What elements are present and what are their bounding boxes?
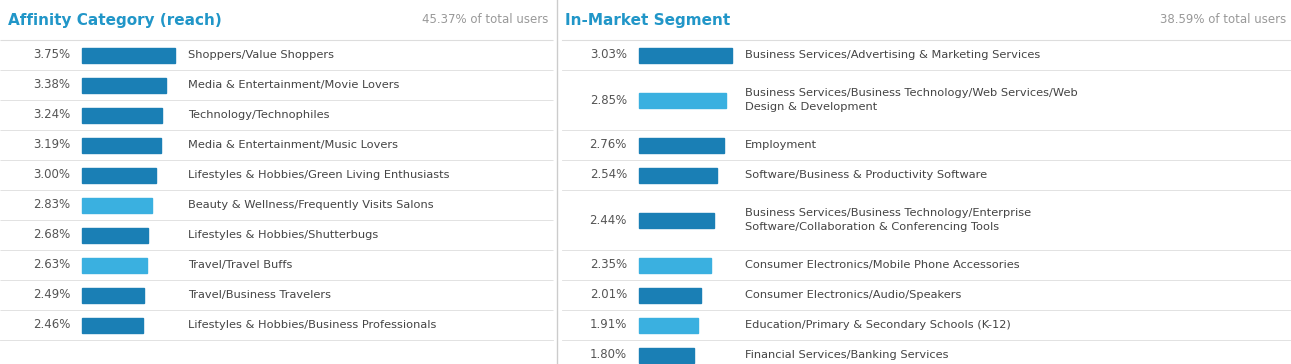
Bar bbox=[639, 257, 711, 273]
Text: Lifestyles & Hobbies/Shutterbugs: Lifestyles & Hobbies/Shutterbugs bbox=[188, 230, 378, 240]
Bar bbox=[83, 198, 152, 213]
Text: Software/Business & Productivity Software: Software/Business & Productivity Softwar… bbox=[745, 170, 988, 180]
Bar bbox=[639, 47, 732, 63]
Text: 1.91%: 1.91% bbox=[590, 318, 627, 332]
Text: 2.68%: 2.68% bbox=[32, 229, 70, 241]
Text: 2.46%: 2.46% bbox=[32, 318, 70, 332]
Text: 2.44%: 2.44% bbox=[590, 214, 627, 226]
Text: 2.54%: 2.54% bbox=[590, 169, 627, 182]
Text: 3.00%: 3.00% bbox=[34, 169, 70, 182]
Bar bbox=[639, 138, 724, 153]
Text: 2.85%: 2.85% bbox=[590, 94, 627, 107]
Bar bbox=[83, 47, 176, 63]
Text: 2.63%: 2.63% bbox=[32, 258, 70, 272]
Text: 2.76%: 2.76% bbox=[590, 138, 627, 151]
Text: 3.75%: 3.75% bbox=[32, 48, 70, 62]
Text: Travel/Business Travelers: Travel/Business Travelers bbox=[188, 290, 330, 300]
Text: Financial Services/Banking Services: Financial Services/Banking Services bbox=[745, 350, 949, 360]
Text: 2.49%: 2.49% bbox=[32, 289, 70, 301]
Text: 3.24%: 3.24% bbox=[32, 108, 70, 122]
Text: In-Market Segment: In-Market Segment bbox=[565, 13, 731, 28]
Text: 45.37% of total users: 45.37% of total users bbox=[422, 13, 547, 26]
Text: Consumer Electronics/Mobile Phone Accessories: Consumer Electronics/Mobile Phone Access… bbox=[745, 260, 1020, 270]
Bar bbox=[83, 257, 147, 273]
Bar bbox=[83, 317, 143, 332]
Text: Affinity Category (reach): Affinity Category (reach) bbox=[8, 13, 222, 28]
Bar bbox=[83, 107, 163, 123]
Bar bbox=[639, 348, 695, 363]
Bar bbox=[83, 167, 156, 182]
Text: Consumer Electronics/Audio/Speakers: Consumer Electronics/Audio/Speakers bbox=[745, 290, 962, 300]
Text: Travel/Travel Buffs: Travel/Travel Buffs bbox=[188, 260, 292, 270]
Text: 38.59% of total users: 38.59% of total users bbox=[1159, 13, 1286, 26]
Bar bbox=[83, 288, 143, 302]
Text: 2.35%: 2.35% bbox=[590, 258, 627, 272]
Bar bbox=[639, 213, 714, 228]
Text: 3.38%: 3.38% bbox=[34, 79, 70, 91]
Text: Beauty & Wellness/Frequently Visits Salons: Beauty & Wellness/Frequently Visits Salo… bbox=[188, 200, 434, 210]
Bar bbox=[83, 78, 165, 92]
Text: Business Services/Business Technology/Web Services/Web
Design & Development: Business Services/Business Technology/We… bbox=[745, 88, 1078, 112]
Text: Shoppers/Value Shoppers: Shoppers/Value Shoppers bbox=[188, 50, 334, 60]
Text: Business Services/Advertising & Marketing Services: Business Services/Advertising & Marketin… bbox=[745, 50, 1041, 60]
Text: Education/Primary & Secondary Schools (K-12): Education/Primary & Secondary Schools (K… bbox=[745, 320, 1011, 330]
Text: Technology/Technophiles: Technology/Technophiles bbox=[188, 110, 329, 120]
Bar bbox=[639, 92, 727, 107]
Text: 2.01%: 2.01% bbox=[590, 289, 627, 301]
Text: Lifestyles & Hobbies/Business Professionals: Lifestyles & Hobbies/Business Profession… bbox=[188, 320, 436, 330]
Text: 2.83%: 2.83% bbox=[32, 198, 70, 211]
Text: Employment: Employment bbox=[745, 140, 817, 150]
Bar bbox=[639, 167, 717, 182]
Text: 1.80%: 1.80% bbox=[590, 348, 627, 361]
Bar bbox=[639, 288, 701, 302]
Text: 3.19%: 3.19% bbox=[32, 138, 70, 151]
Bar bbox=[83, 228, 148, 242]
Text: Business Services/Business Technology/Enterprise
Software/Collaboration & Confer: Business Services/Business Technology/En… bbox=[745, 209, 1032, 232]
Bar bbox=[639, 317, 697, 332]
Text: Media & Entertainment/Movie Lovers: Media & Entertainment/Movie Lovers bbox=[188, 80, 399, 90]
Bar bbox=[83, 138, 161, 153]
Text: Media & Entertainment/Music Lovers: Media & Entertainment/Music Lovers bbox=[188, 140, 398, 150]
Text: 3.03%: 3.03% bbox=[590, 48, 627, 62]
Text: Lifestyles & Hobbies/Green Living Enthusiasts: Lifestyles & Hobbies/Green Living Enthus… bbox=[188, 170, 449, 180]
